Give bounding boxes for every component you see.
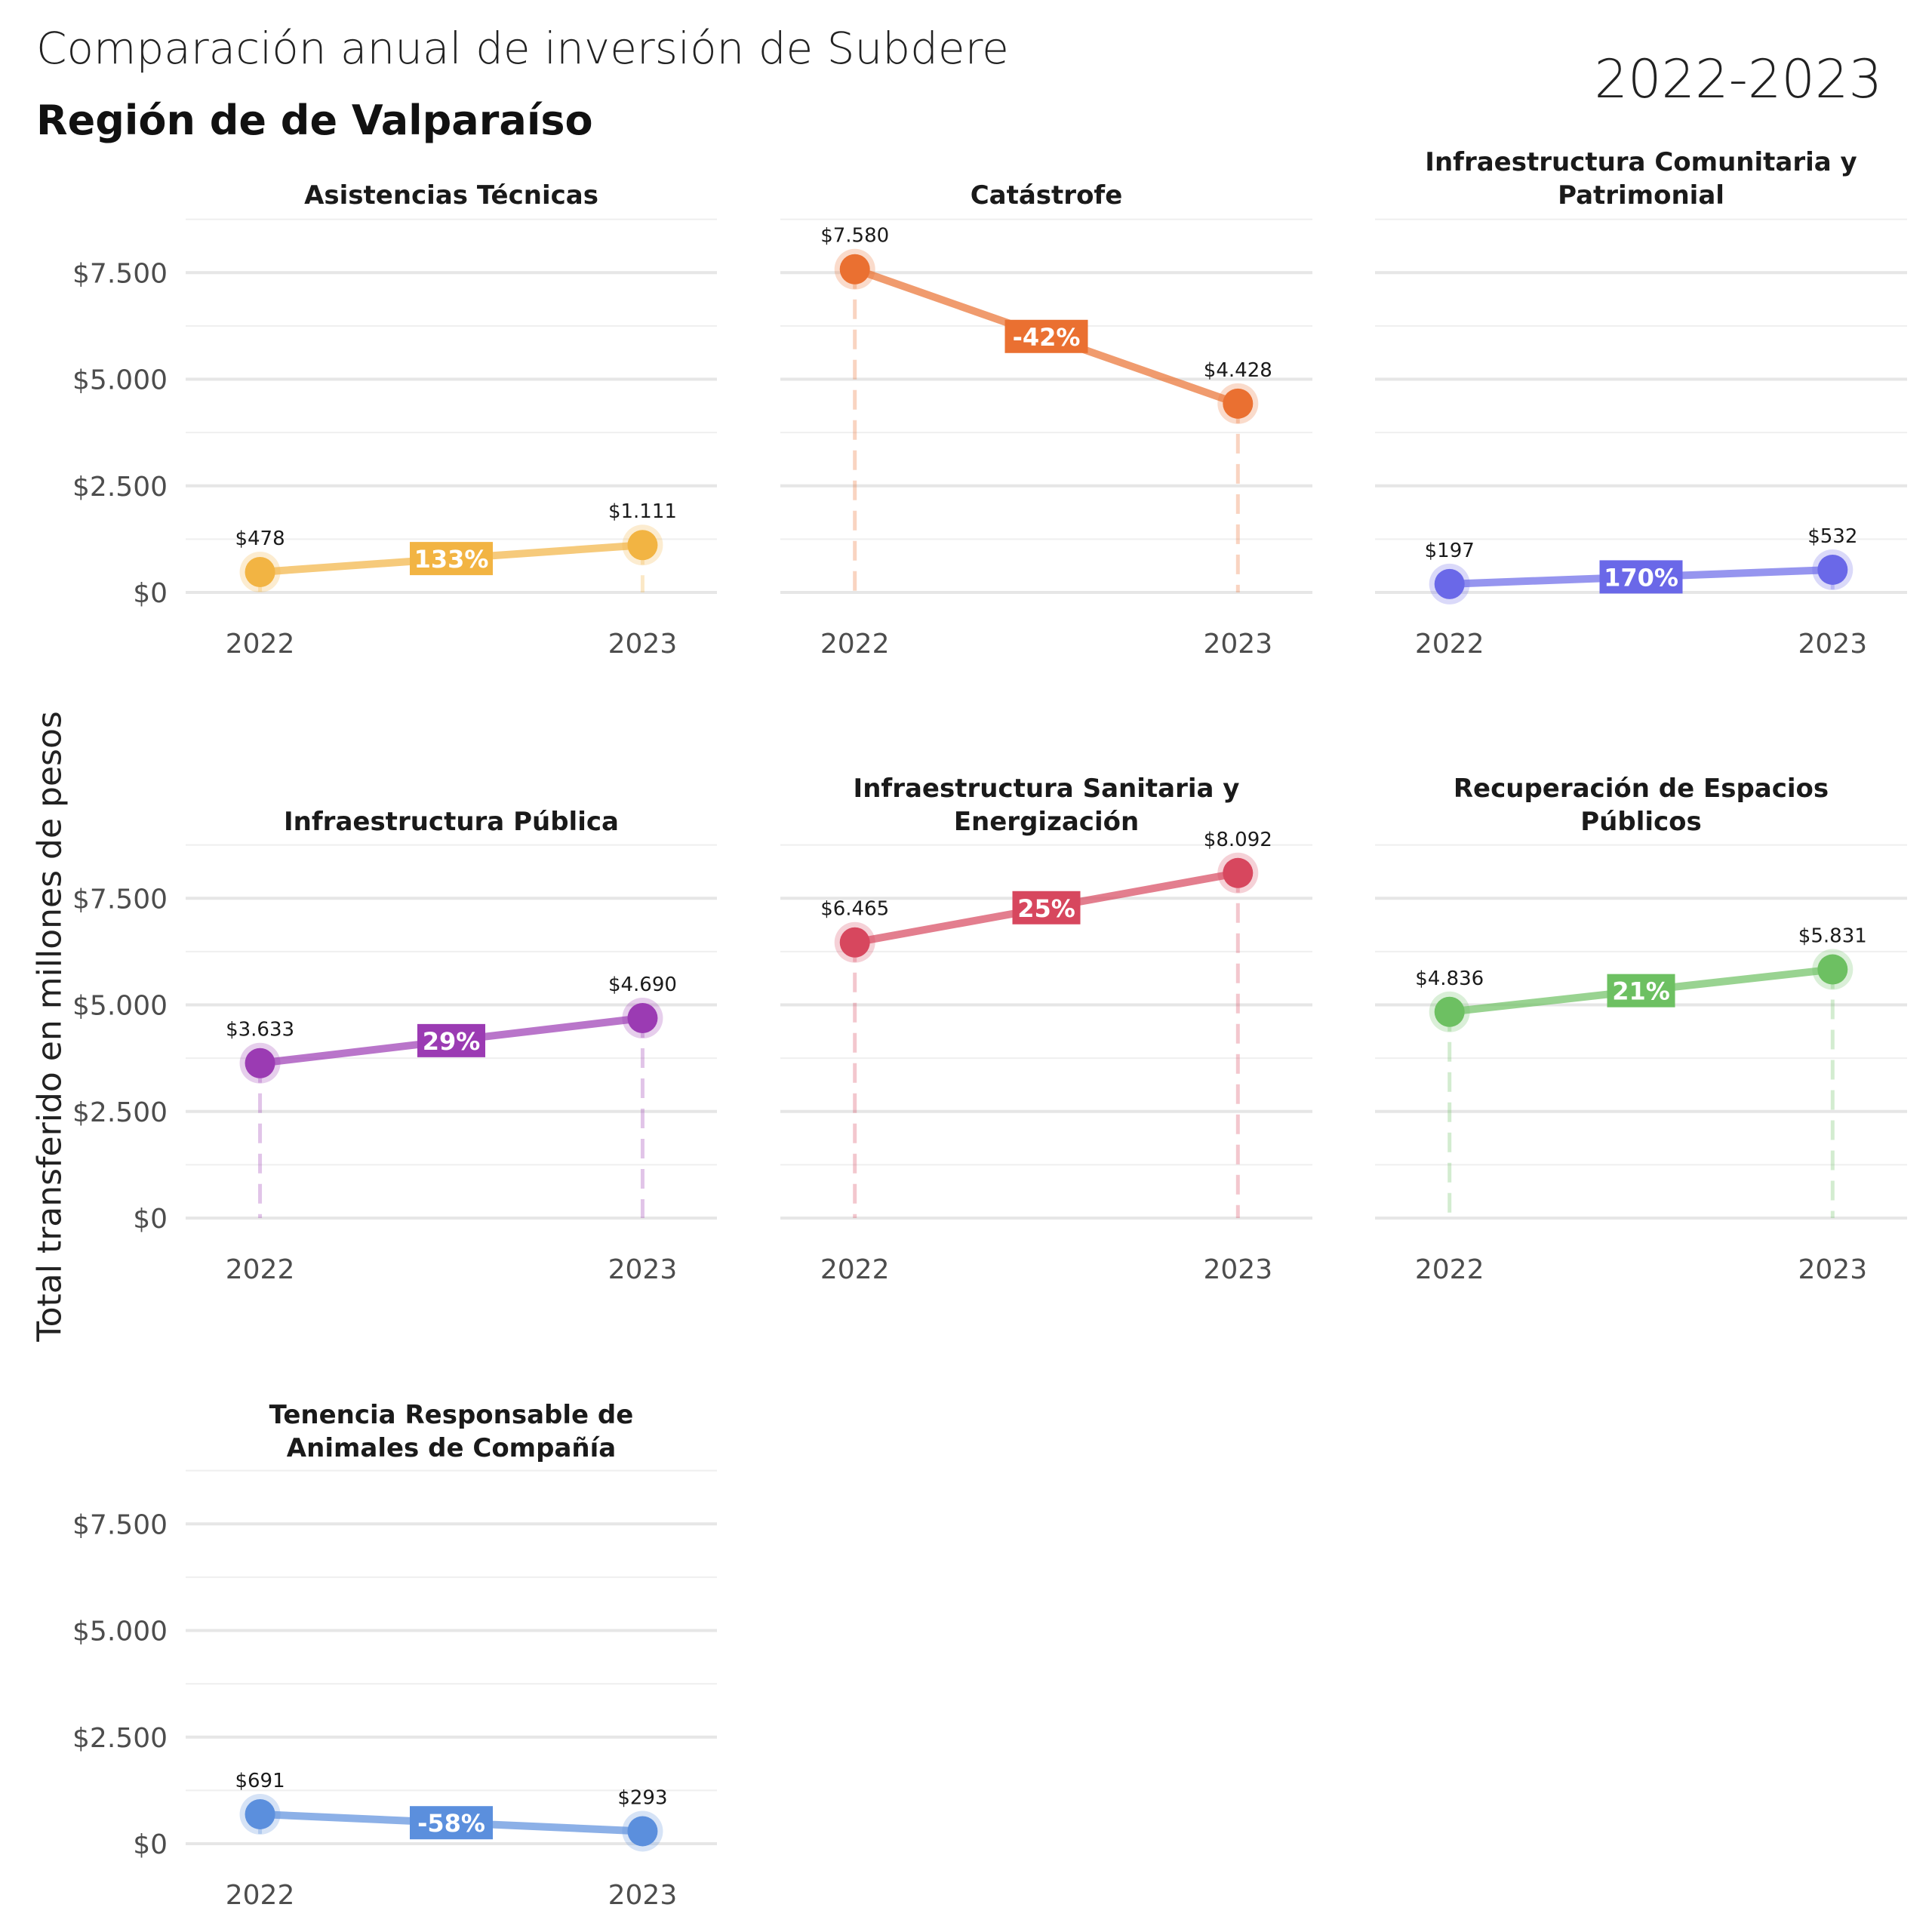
panel-title: Catástrofe <box>971 180 1123 211</box>
x-tick-label: 2023 <box>1798 629 1867 660</box>
panel-title: Asistencias Técnicas <box>304 180 598 211</box>
change-badge <box>410 1806 493 1840</box>
x-tick-label: 2023 <box>1203 1254 1272 1285</box>
data-point <box>627 530 658 561</box>
y-tick-label: $2.500 <box>72 1097 168 1128</box>
data-point <box>839 254 870 285</box>
panel-title: Patrimonial <box>1558 180 1724 211</box>
data-point <box>1434 996 1465 1027</box>
data-value-label: $197 <box>1425 540 1475 562</box>
data-point <box>1223 857 1254 888</box>
y-tick-label: $5.000 <box>72 365 168 396</box>
chart-subtitle: Región de de Valparaíso <box>36 97 593 144</box>
x-tick-label: 2023 <box>1203 629 1272 660</box>
change-label: -58% <box>417 1809 485 1838</box>
data-value-label: $532 <box>1807 525 1857 548</box>
data-value-label: $4.690 <box>608 974 677 996</box>
y-tick-label: $7.500 <box>72 884 168 915</box>
chart-title: Comparación anual de inversión de Subder… <box>36 23 1009 74</box>
data-value-label: $691 <box>235 1770 285 1792</box>
y-tick-label: $0 <box>133 1829 168 1860</box>
y-tick-label: $2.500 <box>72 1723 168 1754</box>
data-value-label: $293 <box>617 1786 667 1809</box>
data-value-label: $7.580 <box>820 225 889 248</box>
y-tick-label: $7.500 <box>72 1509 168 1540</box>
facet-panel: Catástrofe 2022 2023 $7.580 $4.428 -42% <box>780 180 1312 660</box>
data-value-label: $5.831 <box>1798 925 1867 948</box>
y-tick-label: $5.000 <box>72 1617 168 1647</box>
x-tick-label: 2022 <box>226 1880 295 1911</box>
panel-title: Infraestructura Sanitaria y <box>854 774 1240 804</box>
change-badge <box>1004 319 1088 353</box>
x-tick-label: 2022 <box>1415 1254 1484 1285</box>
y-tick-label: $5.000 <box>72 991 168 1022</box>
data-point <box>1434 568 1465 599</box>
facet-panel: $0 $2.500 $5.000 $7.500 Tenencia Responsable… <box>72 1400 717 1911</box>
change-badge <box>417 1023 485 1057</box>
data-value-label: $6.465 <box>820 898 889 921</box>
data-point <box>1223 388 1254 419</box>
data-point <box>1817 954 1848 985</box>
x-tick-label: 2023 <box>1798 1254 1867 1285</box>
panel-title: Energización <box>954 807 1139 837</box>
x-tick-label: 2023 <box>608 1254 678 1285</box>
data-point <box>245 1798 275 1829</box>
data-point <box>245 1048 275 1078</box>
change-label: 170% <box>1604 563 1678 592</box>
data-value-label: $478 <box>235 528 285 550</box>
data-point <box>627 1003 658 1034</box>
facet-panel: Infraestructura Comunitaria yPatrimonial… <box>1375 147 1907 660</box>
change-badge <box>410 542 493 576</box>
x-tick-label: 2023 <box>608 629 678 660</box>
data-value-label: $4.428 <box>1204 359 1272 382</box>
change-label: 29% <box>423 1027 481 1056</box>
x-tick-label: 2022 <box>226 1254 295 1285</box>
change-label: 133% <box>414 545 489 574</box>
x-tick-label: 2022 <box>820 629 890 660</box>
y-tick-label: $0 <box>133 578 168 609</box>
change-badge <box>1012 891 1081 924</box>
x-tick-label: 2022 <box>820 1254 890 1285</box>
x-tick-label: 2022 <box>226 629 295 660</box>
y-tick-label: $0 <box>133 1204 168 1235</box>
panel-title: Tenencia Responsable de <box>269 1400 634 1430</box>
x-tick-label: 2022 <box>1415 629 1484 660</box>
facet-panel: $0 $2.500 $5.000 $7.500 Asistencias Técnicas… <box>72 180 717 660</box>
panel-title: Recuperación de Espacios <box>1454 774 1829 804</box>
y-tick-label: $7.500 <box>72 258 168 289</box>
data-value-label: $8.092 <box>1204 829 1272 851</box>
panel-title: Públicos <box>1580 807 1702 837</box>
change-label: -42% <box>1013 323 1081 352</box>
panel-title: Infraestructura Pública <box>284 807 619 837</box>
data-value-label: $3.633 <box>226 1019 294 1041</box>
panel-title: Animales de Compañía <box>287 1433 616 1463</box>
data-point <box>245 556 275 587</box>
data-point <box>1817 554 1848 585</box>
x-tick-label: 2023 <box>608 1880 678 1911</box>
data-value-label: $4.836 <box>1415 968 1484 990</box>
panel-title: Infraestructura Comunitaria y <box>1425 147 1857 177</box>
data-point <box>839 927 870 958</box>
change-badge <box>1607 974 1675 1008</box>
change-label: 21% <box>1612 977 1670 1006</box>
y-tick-label: $2.500 <box>72 472 168 503</box>
data-value-label: $1.111 <box>608 500 677 523</box>
change-badge <box>1599 560 1683 594</box>
facet-panel: $0 $2.500 $5.000 $7.500 Infraestructura Públ… <box>72 807 717 1285</box>
period-label: 2022-2023 <box>1594 48 1882 110</box>
change-label: 25% <box>1017 894 1075 923</box>
data-point <box>627 1816 658 1847</box>
